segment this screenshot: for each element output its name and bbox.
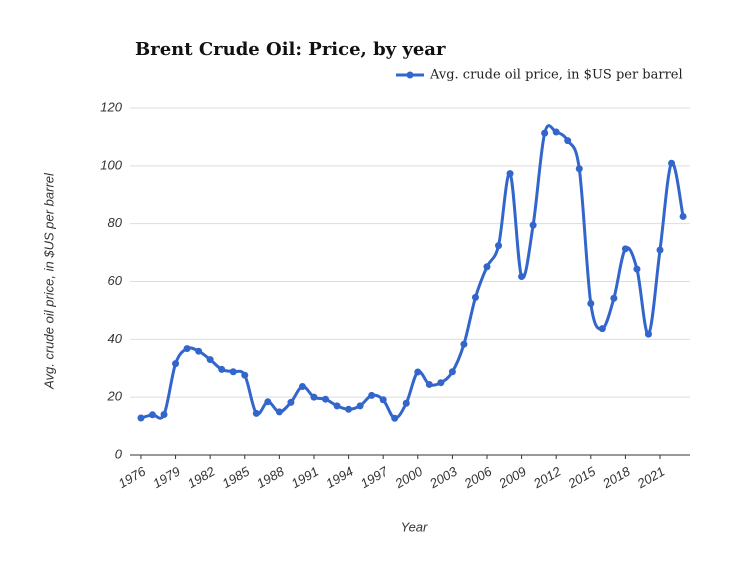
data-point: [437, 379, 445, 387]
data-point: [483, 263, 491, 271]
y-axis-label: Avg. crude oil price, in $US per barrel: [41, 172, 56, 390]
data-point: [529, 221, 537, 229]
data-point: [241, 371, 249, 379]
data-point: [333, 402, 341, 410]
legend-dot: [406, 71, 414, 79]
data-point: [148, 411, 156, 419]
data-point: [575, 165, 583, 173]
data-point: [541, 129, 549, 137]
data-point: [137, 414, 145, 422]
data-point: [252, 409, 260, 417]
data-point: [506, 170, 514, 178]
data-point: [172, 360, 180, 368]
data-point: [379, 396, 387, 404]
x-tick-label: 2000: [392, 463, 426, 491]
data-point: [264, 398, 272, 406]
data-point: [345, 405, 353, 413]
x-tick-label: 2018: [599, 463, 633, 491]
y-tick-label: 80: [108, 215, 123, 230]
data-point: [402, 399, 410, 407]
data-point: [495, 242, 503, 250]
legend-label: Avg. crude oil price, in $US per barrel: [429, 68, 683, 83]
data-point: [206, 356, 214, 364]
data-point: [275, 408, 283, 416]
data-point: [298, 382, 306, 390]
data-point: [644, 330, 652, 338]
data-point: [564, 137, 572, 145]
data-point: [160, 411, 168, 419]
x-tick-label: 1979: [150, 464, 183, 491]
data-point: [668, 159, 676, 167]
y-tick-label: 100: [100, 157, 122, 172]
chart-title: Brent Crude Oil: Price, by year: [135, 39, 446, 60]
y-tick-label: 20: [107, 389, 123, 404]
data-point: [425, 380, 433, 388]
data-point: [218, 365, 226, 373]
data-point: [368, 391, 376, 399]
x-tick-label: 1985: [219, 463, 252, 491]
data-point: [414, 368, 422, 376]
x-tick-label: 1994: [323, 464, 356, 491]
data-point: [621, 245, 629, 253]
data-point: [656, 246, 664, 254]
y-tick-label: 60: [108, 273, 123, 288]
data-point: [287, 398, 295, 406]
x-tick-label: 1997: [358, 463, 391, 491]
data-point: [195, 347, 203, 355]
data-point: [598, 325, 606, 333]
data-point: [448, 368, 456, 376]
data-point: [552, 128, 560, 136]
x-tick-label: 1976: [116, 463, 149, 491]
x-tick-label: 2012: [530, 463, 564, 491]
data-point: [587, 299, 595, 307]
x-tick-label: 2003: [426, 463, 460, 491]
x-tick-label: 2009: [495, 464, 528, 492]
data-point: [229, 368, 237, 376]
y-tick-label: 0: [115, 446, 123, 461]
y-tick-label: 40: [108, 331, 123, 346]
data-line: [140, 124, 685, 420]
data-point: [356, 402, 364, 410]
x-axis-label: Year: [401, 519, 428, 534]
x-tick-label: 2006: [461, 463, 495, 491]
x-tick-label: 2021: [634, 464, 667, 492]
data-point: [460, 340, 468, 348]
x-tick-label: 1991: [289, 464, 322, 491]
data-point: [183, 345, 191, 353]
data-point: [471, 293, 479, 301]
data-point: [391, 414, 399, 422]
x-tick-label: 2015: [565, 463, 599, 491]
y-tick-label: 120: [100, 99, 122, 114]
data-point: [610, 294, 618, 302]
data-point: [518, 273, 526, 281]
data-point: [679, 212, 687, 220]
x-tick-label: 1988: [254, 463, 287, 491]
x-tick-label: 1982: [185, 463, 218, 491]
data-point: [322, 395, 330, 403]
data-point: [310, 393, 318, 401]
data-point: [633, 265, 641, 273]
